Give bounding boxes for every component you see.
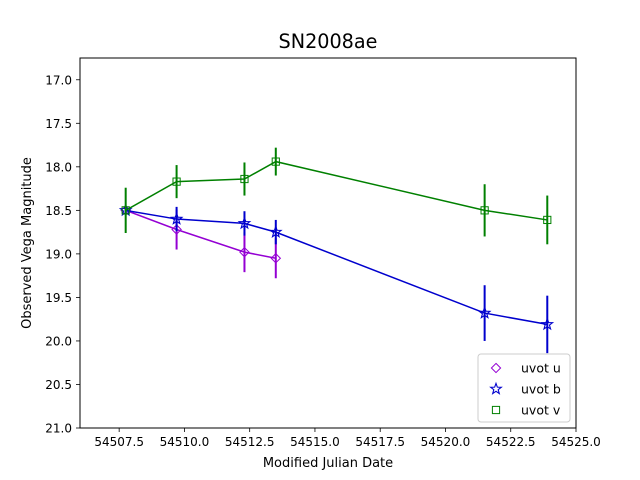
series-uvot-u xyxy=(120,205,282,279)
series-uvot-v xyxy=(121,147,552,245)
chart-title: SN2008ae xyxy=(279,30,378,53)
series-line-uvot-v xyxy=(125,160,548,221)
data-point-uvot-b xyxy=(268,224,283,238)
data-point-uvot-b xyxy=(237,216,252,230)
y-tick-label: 20.0 xyxy=(45,334,72,348)
data-point-uvot-u xyxy=(171,224,182,235)
x-tick-group: 54507.5 54510.0 54512.5 54515.0 54517.5 54520… xyxy=(94,428,601,449)
series-line-uvot-u xyxy=(125,209,276,259)
data-point-uvot-v xyxy=(240,174,249,184)
x-tick-label: 54512.5 xyxy=(225,435,275,449)
y-tick-label: 18.0 xyxy=(45,160,72,174)
data-point-uvot-v xyxy=(172,177,181,186)
legend-label: uvot v xyxy=(521,403,561,418)
x-tick-label: 54522.5 xyxy=(486,435,536,449)
legend: uvot u uvot b uvot v xyxy=(477,353,571,423)
y-tick-label: 18.5 xyxy=(45,204,72,218)
legend-marker xyxy=(489,381,503,395)
y-axis-label: Observed Vega Magnitude xyxy=(20,157,35,329)
data-point-uvot-b xyxy=(540,317,555,331)
legend-label: uvot b xyxy=(521,382,561,397)
data-point-uvot-v xyxy=(543,215,552,225)
data-point-uvot-b xyxy=(477,305,492,319)
x-tick-label: 54517.5 xyxy=(355,435,405,449)
y-tick-label: 20.5 xyxy=(45,378,72,392)
x-tick-label: 54525.0 xyxy=(551,435,601,449)
y-tick-label: 17.5 xyxy=(45,117,72,131)
plot-frame xyxy=(79,57,577,429)
legend-box xyxy=(477,353,571,423)
legend-label: uvot u xyxy=(521,361,561,376)
x-tick-label: 54507.5 xyxy=(94,435,144,449)
y-tick-label: 17.0 xyxy=(45,73,72,87)
y-tick-label: 21.0 xyxy=(45,422,72,436)
y-tick-group: 17.0 17.5 18.0 18.5 19.0 19.5 20.0 20.5 21.0 xyxy=(45,73,80,436)
x-tick-label: 54520.0 xyxy=(421,435,471,449)
plot-area xyxy=(118,147,555,354)
data-point-uvot-b xyxy=(169,211,184,225)
data-point-uvot-v xyxy=(480,206,489,215)
series-line-uvot-b xyxy=(125,209,548,326)
legend-marker xyxy=(490,362,502,374)
x-tick-label: 54515.0 xyxy=(290,435,340,449)
data-point-uvot-v xyxy=(271,157,280,166)
y-tick-label: 19.5 xyxy=(45,291,72,305)
x-tick-label: 54510.0 xyxy=(160,435,210,449)
series-uvot-b xyxy=(118,203,555,354)
legend-marker xyxy=(491,405,501,415)
data-point-uvot-u xyxy=(270,252,282,264)
x-axis-label: Modified Julian Date xyxy=(263,456,393,471)
data-point-uvot-u xyxy=(239,246,250,258)
y-tick-label: 19.0 xyxy=(45,247,72,261)
data-point-uvot-v xyxy=(121,206,130,215)
